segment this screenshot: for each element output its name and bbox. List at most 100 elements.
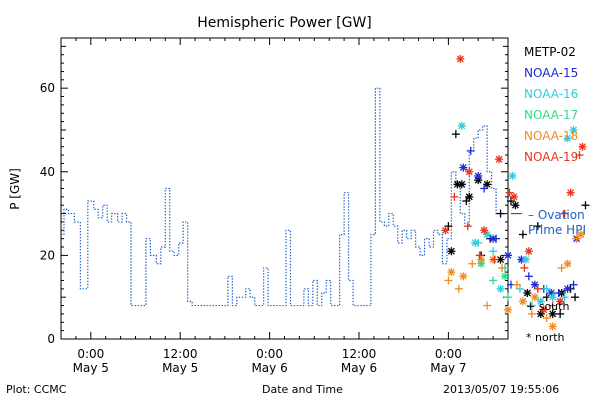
north-marker	[577, 230, 586, 239]
chart-title: Hemispheric Power [GW]	[197, 15, 372, 31]
south-marker	[444, 222, 453, 231]
south-marker	[480, 184, 489, 193]
north-marker-d2	[511, 201, 519, 209]
north-marker	[566, 188, 575, 197]
north-marker-d2	[483, 180, 491, 188]
north-marker	[563, 134, 572, 143]
north-marker-d2	[509, 172, 516, 180]
north-marker-d2	[567, 189, 575, 197]
south-marker	[489, 276, 498, 285]
north-marker	[548, 293, 557, 302]
north-marker-note: * north	[526, 331, 565, 344]
north-marker-d2	[537, 297, 545, 305]
north-marker	[530, 293, 539, 302]
north-marker	[536, 297, 545, 306]
south-marker	[512, 280, 521, 289]
y-tick-label: 0	[47, 332, 55, 346]
north-marker-d2	[547, 289, 555, 297]
north-marker-d2	[519, 297, 527, 305]
x-tick-label-time: 0:00	[435, 347, 462, 361]
south-marker	[489, 247, 498, 256]
footer-plot-source: Plot: CCMC	[6, 383, 67, 396]
ovation-legend-line2: Prime HPI	[528, 223, 586, 237]
south-marker	[557, 263, 566, 272]
y-tick-label: 40	[40, 165, 55, 179]
north-marker	[459, 163, 468, 172]
north-marker-d2	[564, 260, 572, 268]
north-marker	[483, 230, 492, 239]
y-axis-label: P [GW]	[8, 168, 22, 210]
x-tick-label-date: May 7	[430, 361, 466, 375]
north-marker-d2	[510, 193, 518, 201]
y-tick-label: 20	[40, 248, 55, 262]
north-marker-d2	[459, 164, 467, 172]
north-marker	[524, 247, 533, 256]
south-marker	[475, 251, 484, 260]
north-marker-d2	[540, 306, 548, 314]
plot-frame	[60, 37, 509, 340]
north-marker	[457, 180, 466, 189]
ovation-legend-line1: – Ovation	[528, 208, 585, 222]
south-marker	[462, 197, 471, 206]
north-marker-d2	[458, 122, 466, 130]
north-marker	[477, 255, 486, 264]
north-marker	[563, 259, 572, 268]
south-marker	[575, 151, 584, 160]
north-marker	[508, 171, 517, 180]
x-tick-label-time: 0:00	[256, 347, 283, 361]
north-marker	[456, 54, 465, 63]
north-marker-d2	[570, 126, 578, 134]
north-marker-d2	[447, 247, 455, 255]
north-marker	[509, 192, 518, 201]
north-marker	[556, 297, 565, 306]
x-tick-label-date: May 5	[162, 361, 198, 375]
north-marker	[495, 155, 504, 164]
north-marker	[447, 247, 456, 256]
south-marker	[548, 301, 557, 310]
north-marker	[465, 192, 474, 201]
legend-item: NOAA-16	[524, 87, 578, 101]
y-tick-label: 60	[40, 81, 55, 95]
legend-item: NOAA-18	[524, 129, 578, 143]
north-marker-d2	[549, 293, 557, 301]
north-marker	[471, 238, 480, 247]
south-marker-note: + south	[526, 300, 570, 313]
north-marker-d2	[523, 289, 531, 297]
south-marker	[444, 276, 453, 285]
south-marker	[504, 293, 512, 302]
north-marker-d2	[549, 310, 557, 318]
north-marker	[504, 305, 512, 314]
x-tick-label-date: May 6	[341, 361, 377, 375]
north-marker-d2	[474, 172, 482, 180]
x-tick-label-date: May 6	[251, 361, 287, 375]
north-marker	[521, 255, 530, 264]
legend-item: NOAA-15	[524, 66, 578, 80]
south-marker	[533, 222, 542, 231]
north-marker	[536, 309, 545, 318]
north-marker-d2	[522, 256, 530, 264]
south-marker	[520, 263, 529, 272]
north-marker-d2	[549, 322, 557, 330]
north-marker	[483, 180, 492, 189]
south-marker	[496, 209, 505, 218]
footer-timestamp: 2013/05/07 19:55:06	[443, 383, 560, 396]
north-marker	[530, 280, 539, 289]
x-tick-label-time: 0:00	[77, 347, 104, 361]
x-tick-label-time: 12:00	[163, 347, 198, 361]
north-marker-d2	[465, 193, 473, 201]
north-marker-d2	[531, 293, 539, 301]
north-marker	[578, 142, 587, 151]
south-marker	[515, 284, 524, 293]
south-marker	[527, 309, 536, 318]
north-marker-d2	[441, 226, 449, 234]
south-marker	[490, 255, 499, 264]
north-marker	[457, 121, 466, 130]
south-marker	[450, 192, 459, 201]
north-marker-d2	[465, 168, 473, 176]
south-marker	[569, 280, 578, 289]
south-marker	[556, 309, 565, 318]
north-marker	[569, 125, 578, 134]
south-marker	[463, 222, 472, 231]
south-marker	[571, 293, 580, 302]
